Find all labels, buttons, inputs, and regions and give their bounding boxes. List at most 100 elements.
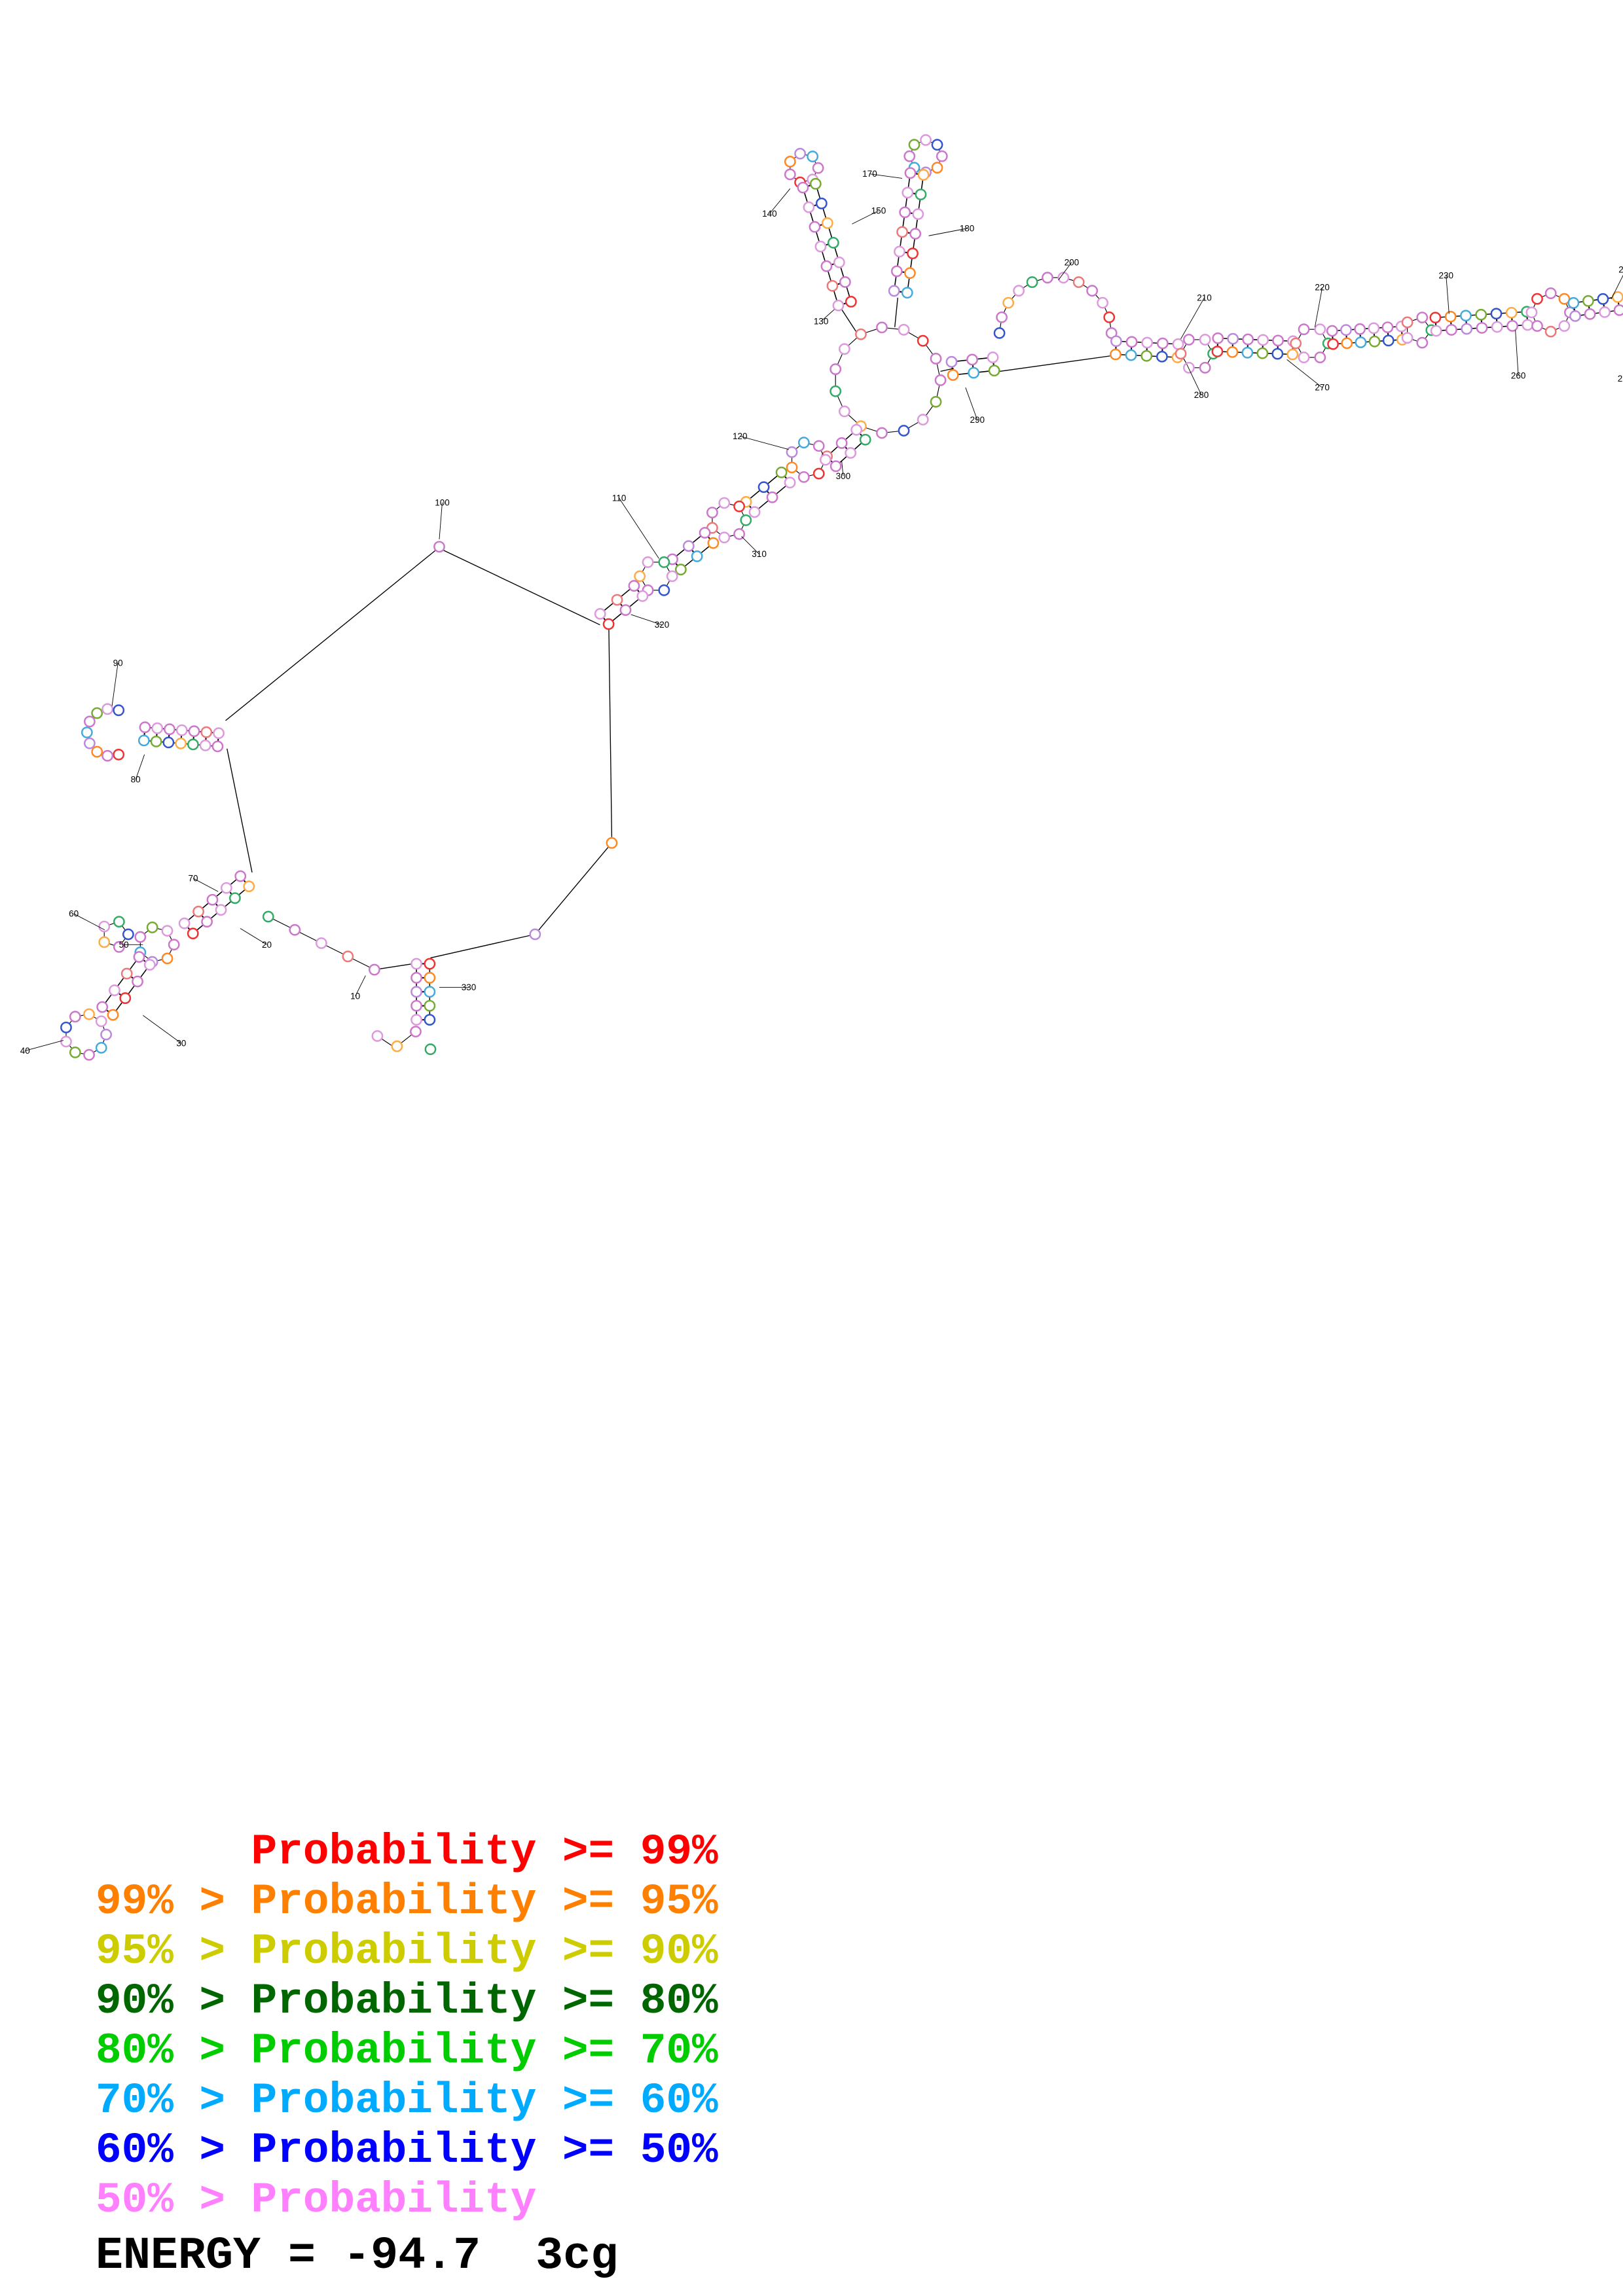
nucleotide <box>809 221 821 233</box>
nucleotide <box>888 285 900 297</box>
nucleotide <box>830 460 842 473</box>
nucleotide <box>1290 337 1302 350</box>
nucleotide <box>289 924 301 936</box>
nucleotide <box>201 916 213 928</box>
nucleotide <box>903 150 916 162</box>
connector-line <box>227 748 253 873</box>
nucleotide <box>812 467 825 480</box>
nucleotide <box>1475 308 1487 321</box>
nucleotide <box>1506 320 1518 332</box>
label-pointer-line <box>769 188 791 214</box>
nucleotide <box>1199 361 1211 374</box>
nucleotide <box>122 928 134 941</box>
nucleotide <box>1175 348 1187 360</box>
nucleotide <box>1461 323 1473 335</box>
nucleotide <box>83 1008 95 1020</box>
nucleotide <box>1314 351 1326 363</box>
position-label: 30 <box>176 1039 186 1049</box>
nucleotide <box>859 433 871 446</box>
nucleotide <box>98 920 111 933</box>
nucleotide <box>987 351 999 363</box>
nucleotide <box>1242 333 1254 346</box>
nucleotide <box>797 181 809 194</box>
nucleotide <box>391 1040 403 1052</box>
nucleotide <box>901 287 913 299</box>
legend-row: 50% > Probability <box>96 2176 537 2225</box>
nucleotide <box>146 922 158 933</box>
connector-line <box>534 842 612 935</box>
position-label: 2 <box>1618 374 1623 384</box>
connector-line <box>940 368 954 372</box>
nucleotide <box>192 905 204 918</box>
nucleotide <box>1613 304 1623 316</box>
nucleotide <box>912 208 924 221</box>
nucleotide <box>60 1021 72 1033</box>
position-label: 280 <box>1194 390 1209 400</box>
nucleotide <box>424 986 436 998</box>
position-label: 180 <box>960 223 975 233</box>
nucleotide <box>1298 351 1310 363</box>
nucleotide <box>1599 306 1611 318</box>
nucleotide <box>809 177 822 190</box>
nucleotide <box>920 134 932 146</box>
position-label: 20 <box>262 940 272 950</box>
nucleotide <box>81 726 93 738</box>
nucleotide <box>784 476 796 489</box>
position-label: 170 <box>862 169 877 179</box>
nucleotide <box>1199 334 1211 346</box>
nucleotide <box>902 187 914 199</box>
nucleotide <box>658 584 670 596</box>
rna-secondary-structure-diagram: 10 20 30 40 50 60 70 80 90 100 110 120 130 140 150 170 1… <box>20 134 1623 1061</box>
nucleotide <box>91 745 103 758</box>
nucleotide <box>934 374 947 386</box>
label-pointer-line <box>355 975 366 997</box>
nucleotide <box>993 327 1006 339</box>
nucleotide <box>917 169 930 181</box>
nucleotide <box>262 910 274 923</box>
nucleotide <box>199 740 211 751</box>
nucleotide <box>83 1049 95 1061</box>
nucleotide <box>611 594 623 606</box>
nucleotide <box>139 721 151 734</box>
nucleotide <box>410 999 422 1012</box>
nucleotide <box>830 363 842 375</box>
nucleotide <box>1140 350 1153 362</box>
nucleotide <box>699 527 711 539</box>
nucleotide <box>803 201 815 213</box>
nucleotide <box>740 514 752 526</box>
connector-line <box>999 354 1116 372</box>
nucleotide <box>211 740 224 753</box>
nucleotide <box>100 1028 113 1041</box>
nucleotide <box>1491 321 1503 333</box>
nucleotide <box>1354 323 1366 335</box>
nucleotide <box>748 506 761 518</box>
nucleotide <box>619 604 632 616</box>
nucleotide <box>1141 336 1154 349</box>
nucleotide <box>917 414 929 426</box>
label-pointer-line <box>1446 276 1450 314</box>
nucleotide <box>1057 272 1070 284</box>
label-pointer-line <box>192 878 219 892</box>
nucleotide <box>876 427 888 439</box>
nucleotide <box>757 481 770 493</box>
nucleotide <box>682 540 695 552</box>
label-pointer-line <box>1611 275 1623 300</box>
label-pointer-line <box>741 536 759 554</box>
nucleotide <box>1026 276 1038 288</box>
label-pointer-line <box>1314 287 1323 327</box>
nucleotide <box>1368 322 1380 334</box>
nucleotide <box>243 880 255 893</box>
position-label: 80 <box>131 775 141 785</box>
nucleotide <box>1531 320 1543 332</box>
nucleotide <box>904 167 917 179</box>
nucleotide <box>1272 334 1284 347</box>
nucleotide <box>1531 293 1543 305</box>
nucleotide <box>896 226 908 238</box>
nucleotide <box>410 1026 422 1038</box>
position-label: 290 <box>970 415 985 425</box>
nucleotide <box>113 704 125 717</box>
label-pointer-line <box>25 1040 64 1051</box>
label-pointer-line <box>740 436 789 450</box>
label-pointer-line <box>135 754 145 780</box>
connector-line <box>608 626 613 837</box>
